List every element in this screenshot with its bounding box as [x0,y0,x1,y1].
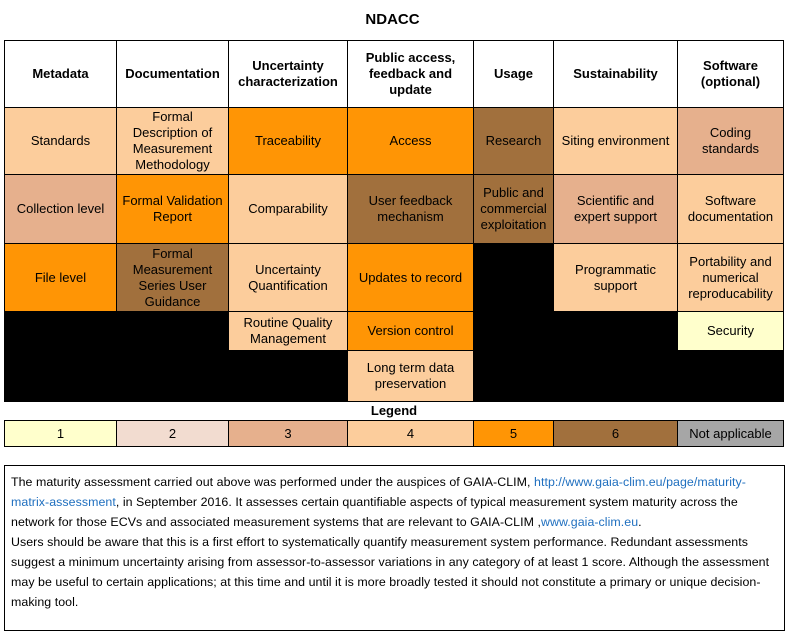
cell-portability: Portability and numerical reproducabilit… [677,243,784,312]
cell-empty [228,350,348,402]
cell-formal-validation: Formal Validation Report [116,174,229,244]
cell-security: Security [677,311,784,351]
cell-file-level: File level [4,243,117,312]
header-row: Metadata Documentation Uncertainty chara… [4,40,784,108]
cell-empty [553,311,678,402]
header-usage: Usage [473,40,554,108]
cell-formal-description: Formal Description of Measurement Method… [116,107,229,175]
header-public-access: Public access, feedback and update [347,40,474,108]
cell-research: Research [473,107,554,175]
legend-title-row: Legend [4,401,784,421]
cell-long-term-preservation: Long term data preservation [347,350,474,402]
matrix-row: Collection level Formal Validation Repor… [4,174,784,244]
note-disclaimer-text: Users should be aware that this is a fir… [11,535,770,609]
cell-public-commercial: Public and commercial exploitation [473,174,554,244]
cell-empty [473,243,554,402]
legend-item-2: 2 [116,420,229,447]
gaia-clim-link[interactable]: www.gaia-clim.eu [540,515,639,529]
cell-collection-level: Collection level [4,174,117,244]
header-software: Software (optional) [677,40,784,108]
cell-standards: Standards [4,107,117,175]
cell-comparability: Comparability [228,174,348,244]
cell-traceability: Traceability [228,107,348,175]
maturity-matrix-link[interactable]: http://www.gaia-clim.eu/page/maturity-ma… [11,475,746,509]
note-text: The maturity assessment carried out abov… [11,475,535,489]
cell-uncertainty-quantification: Uncertainty Quantification [228,243,348,312]
legend-item-not-applicable: Not applicable [677,420,784,447]
page-title: NDACC [365,11,420,28]
legend-title: Legend [4,401,784,421]
note-text: , in September 2016. It assesses certain… [11,495,738,529]
maturity-matrix: Metadata Documentation Uncertainty chara… [4,40,784,447]
legend-item-3: 3 [228,420,348,447]
matrix-row: Routine Quality Management Version contr… [4,311,784,402]
cell-empty [4,311,229,402]
cell-routine-quality: Routine Quality Management [228,311,348,351]
cell-user-feedback: User feedback mechanism [347,174,474,244]
cell-coding-standards: Coding standards [677,107,784,175]
cell-access: Access [347,107,474,175]
header-sustainability: Sustainability [553,40,678,108]
header-uncertainty: Uncertainty characterization [228,40,348,108]
cell-empty [677,350,784,402]
cell-software-documentation: Software documentation [677,174,784,244]
note-text: . [638,515,642,529]
legend-row: 1 2 3 4 5 6 Not applicable [4,420,784,447]
cell-programmatic-support: Programmatic support [553,243,678,312]
legend-item-4: 4 [347,420,474,447]
disclaimer-note: The maturity assessment carried out abov… [4,465,785,631]
header-metadata: Metadata [4,40,117,108]
cell-updates-to-record: Updates to record [347,243,474,312]
cell-scientific-support: Scientific and expert support [553,174,678,244]
cell-siting-environment: Siting environment [553,107,678,175]
cell-version-control: Version control [347,311,474,351]
legend-item-5: 5 [473,420,554,447]
matrix-row: Standards Formal Description of Measurem… [4,107,784,175]
legend-item-6: 6 [553,420,678,447]
matrix-row: File level Formal Measurement Series Use… [4,243,784,402]
legend-item-1: 1 [4,420,117,447]
cell-user-guidance: Formal Measurement Series User Guidance [116,243,229,312]
header-documentation: Documentation [116,40,229,108]
